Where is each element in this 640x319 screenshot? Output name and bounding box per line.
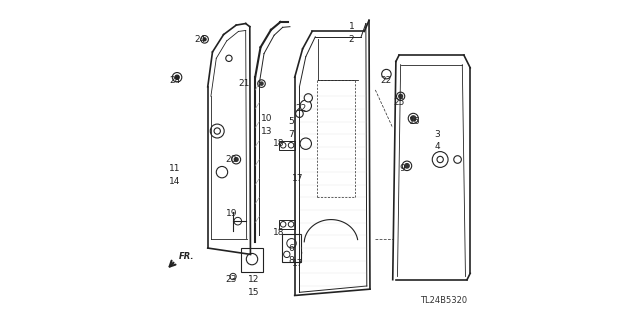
Text: 4: 4 (434, 142, 440, 151)
Text: 2: 2 (349, 35, 355, 44)
Text: 24: 24 (194, 35, 205, 44)
Text: 25: 25 (394, 98, 404, 107)
Circle shape (288, 222, 294, 227)
Text: 20: 20 (226, 155, 237, 164)
Circle shape (454, 156, 461, 163)
Bar (282, 234, 301, 262)
Circle shape (214, 128, 220, 134)
Circle shape (284, 251, 290, 257)
Text: 21: 21 (239, 79, 250, 88)
Text: 22: 22 (296, 104, 307, 113)
Text: 7: 7 (289, 130, 294, 139)
Text: 19: 19 (226, 209, 237, 218)
Circle shape (280, 222, 286, 227)
Text: 24: 24 (169, 76, 180, 85)
Circle shape (211, 124, 224, 138)
Circle shape (203, 38, 206, 41)
Circle shape (234, 217, 241, 225)
Text: 13: 13 (260, 127, 272, 136)
Circle shape (172, 72, 182, 82)
Text: 10: 10 (260, 114, 272, 123)
Circle shape (399, 94, 403, 98)
Circle shape (232, 155, 241, 164)
Text: 3: 3 (434, 130, 440, 139)
Circle shape (226, 55, 232, 62)
Text: 6: 6 (289, 243, 294, 253)
Text: 18: 18 (273, 139, 285, 148)
Circle shape (408, 113, 419, 123)
Text: 9: 9 (399, 165, 405, 174)
Circle shape (288, 143, 294, 148)
Circle shape (397, 92, 404, 100)
Text: 5: 5 (289, 117, 294, 126)
Text: 17: 17 (292, 259, 303, 268)
Circle shape (402, 161, 412, 171)
Circle shape (246, 253, 258, 265)
Circle shape (404, 164, 409, 168)
Text: 22: 22 (381, 76, 392, 85)
Bar (241, 248, 263, 272)
Circle shape (432, 152, 448, 167)
Text: 12: 12 (248, 275, 259, 284)
Text: 11: 11 (169, 165, 180, 174)
Circle shape (296, 110, 303, 117)
Text: 15: 15 (248, 288, 259, 297)
Circle shape (280, 143, 286, 148)
Text: 8: 8 (289, 256, 294, 265)
Text: 18: 18 (273, 228, 285, 237)
Text: 16: 16 (409, 117, 420, 126)
Text: TL24B5320: TL24B5320 (420, 296, 467, 305)
Text: 14: 14 (169, 177, 180, 186)
Circle shape (437, 156, 444, 163)
Bar (279, 141, 295, 150)
Circle shape (411, 116, 416, 121)
Circle shape (295, 250, 301, 256)
Text: 1: 1 (349, 22, 355, 31)
Circle shape (216, 167, 228, 178)
Text: FR.: FR. (179, 252, 194, 261)
Circle shape (304, 94, 312, 102)
Circle shape (300, 100, 312, 111)
Text: 23: 23 (226, 275, 237, 284)
Circle shape (381, 69, 391, 79)
Circle shape (300, 138, 312, 149)
Circle shape (175, 75, 179, 79)
Bar (279, 219, 295, 229)
Circle shape (201, 35, 209, 43)
Circle shape (230, 273, 236, 280)
Text: 17: 17 (292, 174, 303, 183)
Circle shape (258, 80, 266, 87)
Circle shape (287, 239, 296, 248)
Circle shape (234, 158, 238, 161)
Circle shape (260, 82, 263, 85)
